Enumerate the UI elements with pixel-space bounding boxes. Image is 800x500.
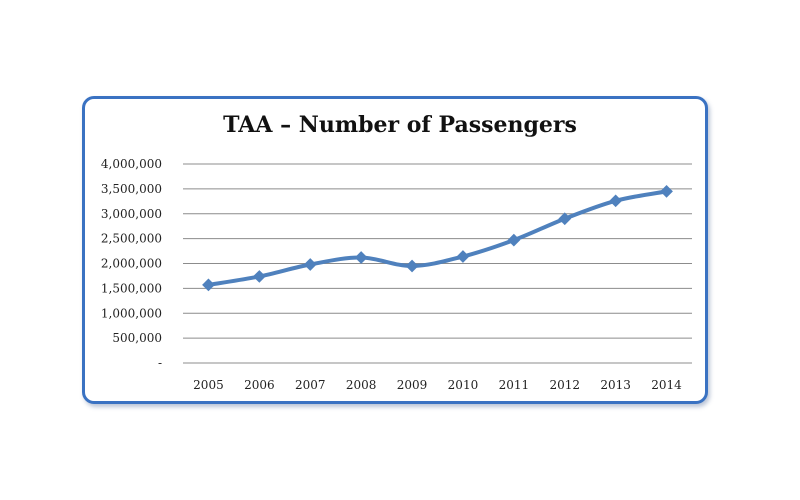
y-tick-label: 4,000,000: [101, 157, 162, 171]
gridlines: [183, 163, 692, 364]
x-tick-label: 2009: [397, 378, 428, 392]
series-markers: [202, 184, 673, 292]
x-tick-label: 2011: [499, 378, 530, 392]
x-tick-label: 2013: [600, 378, 631, 392]
data-point-marker: [558, 212, 572, 226]
x-tick-label: 2007: [295, 378, 326, 392]
y-tick-label: 500,000: [112, 331, 162, 345]
y-axis-ticks: - 500,000 1,000,000 1,500,000 2,000,000 2,500…: [101, 157, 162, 370]
chart-frame: [82, 96, 708, 404]
data-point-marker: [202, 278, 215, 292]
y-tick-label: 2,000,000: [101, 257, 162, 271]
data-point-marker: [507, 233, 521, 247]
data-point-marker: [456, 250, 470, 263]
chart-title: TAA – Number of Passengers: [223, 112, 577, 138]
data-point-marker: [303, 258, 317, 271]
y-tick-label: 2,500,000: [101, 232, 162, 246]
y-tick-label: -: [158, 356, 162, 370]
y-tick-label: 1,000,000: [101, 306, 162, 320]
data-point-marker: [354, 251, 368, 264]
series-line: [208, 189, 667, 287]
y-tick-label: 1,500,000: [101, 281, 162, 295]
x-tick-label: 2005: [193, 378, 224, 392]
x-tick-label: 2012: [549, 378, 580, 392]
y-tick-label: 3,500,000: [101, 182, 162, 196]
x-tick-label: 2010: [448, 378, 479, 392]
series-line-path: [208, 189, 667, 287]
x-tick-label: 2014: [651, 378, 682, 392]
y-tick-label: 3,000,000: [101, 207, 162, 221]
x-axis-ticks: 2005 2006 2007 2008 2009 2010 2011 2012 2013 2014: [193, 378, 682, 392]
data-point-marker: [252, 270, 266, 283]
data-point-marker: [405, 259, 419, 273]
data-point-marker: [660, 184, 673, 198]
data-point-marker: [609, 194, 623, 208]
x-tick-label: 2008: [346, 378, 377, 392]
x-tick-label: 2006: [244, 378, 275, 392]
